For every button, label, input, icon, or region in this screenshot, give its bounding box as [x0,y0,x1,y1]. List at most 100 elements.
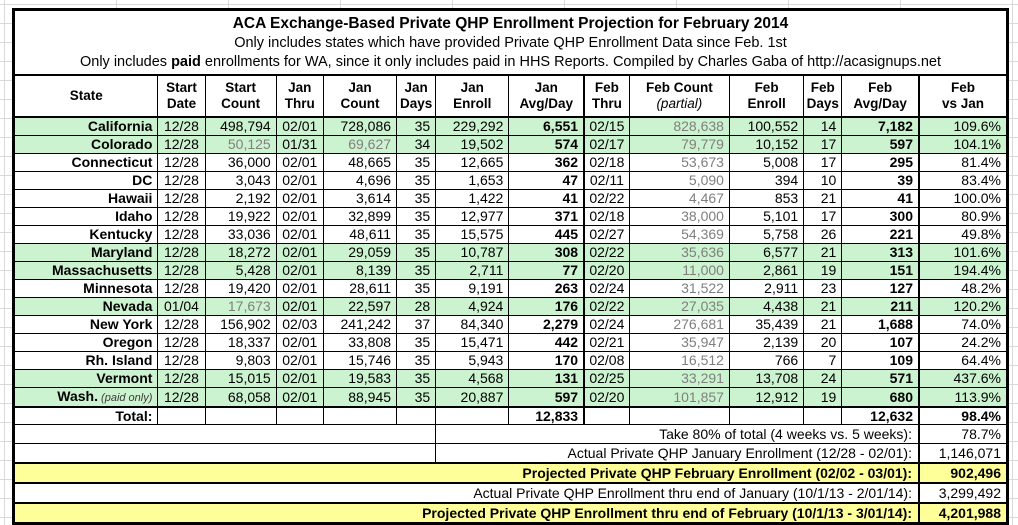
start-count: 18,272 [204,242,277,262]
total-jan-enroll [435,405,510,425]
feb-days: 19 [803,386,843,407]
state-name: Idaho [12,206,159,226]
feb-enroll: 5,101 [728,206,805,226]
start-date: 12/28 [157,314,206,334]
jan-avg-day: 41 [508,188,585,208]
state-row-hawaii: Hawaii 12/28 2,192 02/01 3,614 35 1,422 41 02/22… [12,188,1008,208]
total-start-count [204,405,277,425]
col-header-feb-days: Feb Days [803,74,843,118]
start-date: 12/28 [157,116,206,136]
start-count: 9,803 [204,350,277,370]
feb-days: 21 [803,314,843,334]
state-row-wash: Wash. (paid only) 12/28 68,058 02/01 88,945 3… [12,386,1008,407]
jan-thru: 02/01 [275,260,324,280]
feb-enroll: 5,008 [728,152,805,172]
state-row-minnesota: Minnesota 12/28 19,420 02/01 28,611 35 9,191 26… [12,278,1008,298]
start-date: 12/28 [157,260,206,280]
jan-count: 32,899 [322,206,398,226]
feb-enroll: 4,438 [728,296,805,316]
total-feb-enroll [728,405,805,425]
jan-days: 35 [396,224,437,244]
feb-vs-jan: 104.1% [917,134,1008,154]
jan-days: 35 [396,242,437,262]
feb-count-partial: 11,000 [628,260,730,280]
jan-enroll: 15,471 [435,332,510,352]
jan-count: 728,086 [322,116,398,136]
feb-avg-day: 41 [841,188,920,208]
feb-thru: 02/27 [583,224,630,244]
feb-count-partial: 101,857 [628,386,730,407]
feb-days: 26 [803,224,843,244]
feb-thru: 02/15 [583,116,630,136]
jan-avg-day: 2,279 [508,314,585,334]
summary-row-5: Projected Private QHP Enrollment thru en… [12,502,1008,525]
feb-enroll: 853 [728,188,805,208]
total-start-date [157,405,206,425]
start-count: 156,902 [204,314,277,334]
feb-days: 21 [803,296,843,316]
state-name: Hawaii [12,188,159,208]
start-count: 68,058 [204,386,277,407]
title-line-1: ACA Exchange-Based Private QHP Enrollmen… [232,15,789,32]
feb-count-partial: 5,090 [628,170,730,190]
feb-count-partial: 27,035 [628,296,730,316]
feb-avg-day: 597 [841,134,920,154]
jan-thru: 01/31 [275,134,324,154]
state-name: Massachusetts [12,260,159,280]
jan-enroll: 20,887 [435,386,510,407]
jan-count: 241,242 [322,314,398,334]
feb-avg-day: 7,182 [841,116,920,136]
start-date: 12/28 [157,134,206,154]
jan-thru: 02/03 [275,314,324,334]
start-count: 19,922 [204,206,277,226]
feb-days: 17 [803,134,843,154]
state-row-vermont: Vermont 12/28 15,015 02/01 19,583 35 4,568 131 0… [12,368,1008,388]
jan-avg-day: 371 [508,206,585,226]
feb-count-partial: 828,638 [628,116,730,136]
feb-avg-day: 107 [841,332,920,352]
jan-count: 88,945 [322,386,398,407]
state-row-california: California 12/28 498,794 02/01 728,086 35 229,… [12,116,1008,136]
jan-days: 35 [396,278,437,298]
col-header-state: State [12,74,159,118]
start-date: 12/28 [157,242,206,262]
jan-count: 69,627 [322,134,398,154]
jan-enroll: 5,943 [435,350,510,370]
feb-days: 14 [803,116,843,136]
enrollment-table: ACA Exchange-Based Private QHP Enrollmen… [12,8,1009,525]
summary-label: Projected Private QHP Enrollment thru en… [12,502,920,525]
summary-row-3: Projected Private QHP February Enrollmen… [12,462,1008,484]
feb-count-partial: 53,673 [628,152,730,172]
jan-days: 37 [396,314,437,334]
feb-enroll: 10,152 [728,134,805,154]
jan-days: 35 [396,116,437,136]
start-count: 5,428 [204,260,277,280]
feb-avg-day: 300 [841,206,920,226]
start-count: 18,337 [204,332,277,352]
feb-avg-day: 127 [841,278,920,298]
state-name: Kentucky [12,224,159,244]
feb-avg-day: 39 [841,170,920,190]
total-row: Total: 12,833 12,632 98.4% [12,405,1008,425]
state-name: Rh. Island [12,350,159,370]
title-line-2: Only includes states which have provided… [234,35,787,51]
state-name: Colorado [12,134,159,154]
col-header-feb-thru: Feb Thru [583,74,630,118]
jan-thru: 02/01 [275,332,324,352]
start-count: 36,000 [204,152,277,172]
col-header-start-date: Start Date [157,74,206,118]
feb-avg-day: 571 [841,368,920,388]
col-header-start-count: Start Count [204,74,277,118]
state-name: Nevada [12,296,159,316]
start-count: 498,794 [204,116,277,136]
feb-vs-jan: 49.8% [917,224,1008,244]
feb-thru: 02/11 [583,170,630,190]
jan-thru: 02/01 [275,170,324,190]
state-row-colorado: Colorado 12/28 50,125 01/31 69,627 34 19,502 57… [12,134,1008,154]
jan-enroll: 15,575 [435,224,510,244]
column-header-row: State Start Date Start Count Jan Thru Jan Count J… [12,74,1008,118]
jan-count: 48,665 [322,152,398,172]
title-line-3: Only includes paid enrollments for WA, s… [15,53,1006,72]
state-row-maryland: Maryland 12/28 18,272 02/01 29,059 35 10,787 30… [12,242,1008,262]
